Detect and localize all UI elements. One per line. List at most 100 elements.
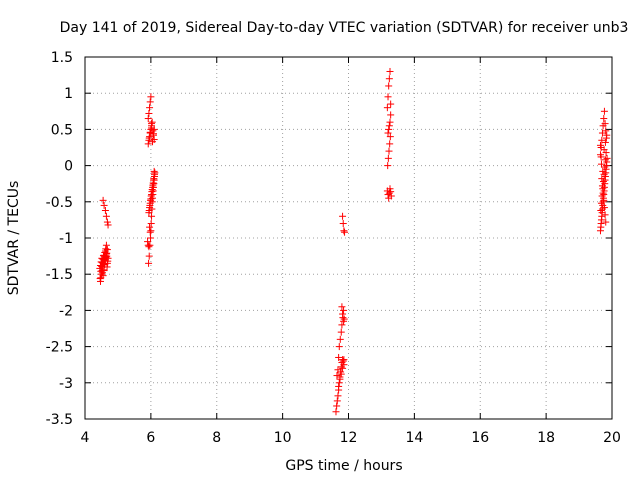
data-point — [599, 167, 607, 175]
data-point — [103, 246, 111, 254]
data-point — [385, 122, 393, 130]
y-tick-label: -0.5 — [46, 195, 73, 211]
data-point — [385, 125, 393, 133]
data-point — [601, 163, 609, 171]
data-point — [148, 118, 156, 126]
data-point — [146, 128, 154, 136]
data-point — [383, 104, 391, 112]
data-point — [600, 115, 608, 123]
data-point — [340, 315, 348, 323]
data-point — [384, 93, 392, 101]
data-point — [146, 201, 154, 209]
data-point — [150, 130, 158, 138]
data-point — [599, 189, 607, 197]
data-point — [102, 212, 110, 220]
data-point — [336, 335, 344, 343]
data-point — [385, 75, 393, 83]
data-point — [601, 211, 609, 219]
y-tick-label: -3.5 — [46, 412, 73, 428]
y-tick-labels: 1.5 1 0.5 0 -0.5 -1 -1.5 -2 -2.5 -3 -3.5 — [46, 50, 73, 428]
data-point — [598, 175, 606, 183]
data-point — [150, 170, 158, 178]
data-point — [149, 138, 157, 146]
data-point — [340, 227, 348, 235]
data-point — [337, 370, 345, 378]
data-point — [339, 212, 347, 220]
data-point — [600, 196, 608, 204]
data-point — [144, 238, 152, 246]
data-point — [144, 241, 152, 249]
data-point — [147, 192, 155, 200]
data-point — [144, 115, 152, 123]
data-point — [339, 220, 347, 228]
data-point — [596, 141, 604, 149]
data-point — [338, 321, 346, 329]
data-point — [335, 353, 343, 361]
y-tick-label: 0 — [64, 159, 73, 175]
data-point — [104, 254, 112, 262]
y-tick-label: -2.5 — [46, 340, 73, 356]
data-point — [597, 160, 605, 168]
data-point — [601, 156, 609, 164]
data-point — [97, 262, 105, 270]
y-tick-label: -2 — [59, 303, 73, 319]
data-point — [602, 218, 610, 226]
data-point — [386, 185, 394, 193]
data-point — [333, 397, 341, 405]
data-points — [96, 67, 611, 416]
data-point — [335, 379, 343, 387]
data-point — [103, 218, 111, 226]
data-point — [150, 125, 158, 133]
data-point — [386, 67, 394, 75]
data-point — [384, 162, 392, 170]
data-point — [336, 375, 344, 383]
data-point — [384, 129, 392, 137]
data-point — [340, 356, 348, 364]
data-point — [386, 140, 394, 148]
data-point — [102, 241, 110, 249]
data-point — [145, 134, 153, 142]
x-tick-label: 12 — [340, 430, 358, 446]
data-point — [602, 127, 610, 135]
data-point — [598, 136, 606, 144]
x-tick-labels: 4 6 8 10 12 14 16 18 20 — [81, 430, 621, 446]
data-point — [333, 372, 341, 380]
data-point — [145, 252, 153, 260]
x-tick-label: 18 — [537, 430, 555, 446]
data-point — [386, 118, 394, 126]
axis-ticks — [84, 56, 613, 420]
data-point — [102, 245, 110, 253]
data-point — [384, 154, 392, 162]
data-point — [99, 272, 107, 280]
data-point — [598, 182, 606, 190]
data-point — [148, 188, 156, 196]
y-tick-label: 0.5 — [51, 122, 73, 138]
data-point — [339, 310, 347, 318]
data-point — [145, 109, 153, 117]
data-point — [149, 183, 157, 191]
x-tick-label: 6 — [146, 430, 155, 446]
data-point — [597, 153, 605, 161]
data-point — [145, 243, 153, 251]
data-point — [146, 223, 154, 231]
data-point — [603, 131, 611, 139]
data-point — [147, 220, 155, 228]
data-point — [333, 402, 341, 410]
data-point — [387, 188, 395, 196]
data-point — [97, 270, 105, 278]
data-point — [597, 223, 605, 231]
chart-title: Day 141 of 2019, Sidereal Day-to-day VTE… — [60, 20, 629, 36]
data-point — [601, 138, 609, 146]
data-point — [96, 275, 104, 283]
data-point — [601, 120, 609, 128]
data-point — [104, 221, 112, 229]
data-point — [147, 196, 155, 204]
x-tick-label: 8 — [212, 430, 221, 446]
y-tick-label: 1.5 — [51, 50, 73, 66]
x-tick-label: 20 — [603, 430, 621, 446]
data-point — [101, 206, 109, 214]
data-point — [100, 267, 108, 275]
data-point — [386, 133, 394, 141]
data-point — [387, 111, 395, 119]
data-point — [600, 146, 608, 154]
